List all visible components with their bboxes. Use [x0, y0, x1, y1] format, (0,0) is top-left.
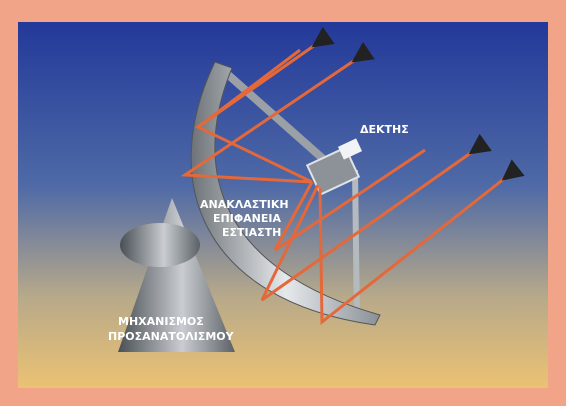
ray [318, 159, 525, 326]
pedestal [118, 198, 235, 352]
receiver-label: ΔΕΚΤΗΣ [360, 123, 409, 136]
ray [180, 41, 375, 184]
post [352, 169, 360, 323]
receiver [305, 146, 361, 196]
ray [197, 48, 301, 129]
pedestal-joint [120, 223, 200, 267]
rays [180, 26, 525, 326]
surface-label: ΕΠΙΦΑΝΕΙΑ [213, 212, 281, 225]
mechanism-label: ΠΡΟΣΑΝΑΤΟΛΙΣΜΟΥ [108, 330, 235, 343]
surface-label: ΕΣΤΙΑΣΤΗ [222, 226, 281, 239]
ray [260, 133, 492, 302]
receiver-cap [337, 138, 363, 160]
panel [18, 22, 548, 388]
mechanism-label: ΜΗΧΑΝΙΣΜΟΣ [118, 315, 204, 328]
surface-label: ΑΝΑΚΛΑΣΤΙΚΗ [200, 198, 289, 211]
ray [273, 148, 426, 252]
arm [222, 69, 333, 168]
